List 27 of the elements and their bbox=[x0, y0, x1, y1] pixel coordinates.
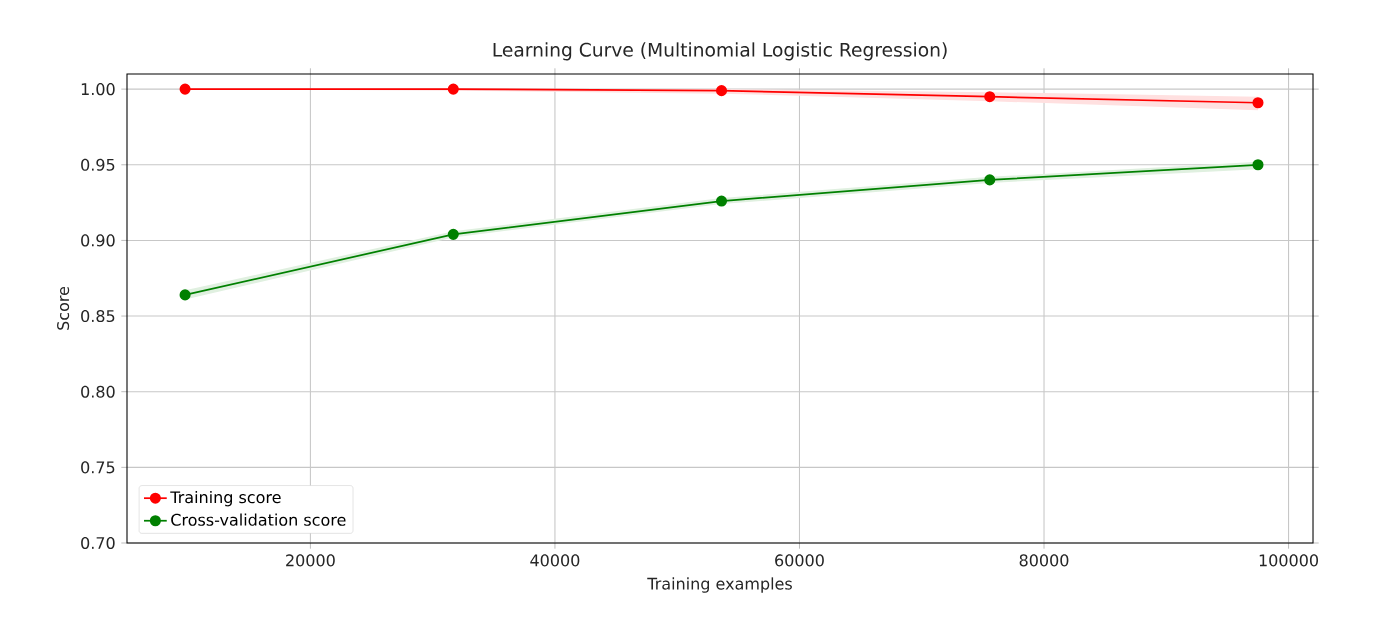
point bbox=[984, 174, 996, 186]
x-tick-label: 80000 bbox=[1019, 554, 1069, 567]
point bbox=[1252, 159, 1264, 171]
y-tick-label: 0.95 bbox=[81, 158, 115, 171]
x-tick-label: 40000 bbox=[530, 554, 580, 567]
x-tick-label: 20000 bbox=[286, 554, 335, 567]
y-tick-label: 0.75 bbox=[81, 461, 115, 474]
x-axis-title: Training examples bbox=[647, 577, 792, 593]
point bbox=[447, 83, 459, 95]
legend-label: Training score bbox=[170, 490, 281, 507]
y-tick-label: 0.80 bbox=[81, 385, 115, 398]
x-tick-label: 60000 bbox=[775, 554, 824, 567]
point bbox=[1252, 97, 1264, 109]
y-tick-label: 0.85 bbox=[81, 310, 115, 323]
point bbox=[179, 289, 191, 301]
y-tick-label: 1.00 bbox=[81, 83, 115, 96]
y-tick-label: 0.70 bbox=[81, 536, 115, 550]
point bbox=[716, 85, 728, 97]
point bbox=[984, 91, 996, 103]
point bbox=[716, 195, 728, 207]
chart-title: Learning Curve (Multinomial Logistic Regression) bbox=[493, 42, 947, 61]
point bbox=[447, 228, 459, 240]
legend-label: Cross-validation score bbox=[171, 513, 346, 526]
y-tick-label: 0.90 bbox=[81, 234, 115, 247]
point bbox=[179, 83, 191, 95]
y-axis-title: Score bbox=[57, 286, 70, 330]
x-tick-label: 100000 bbox=[1259, 554, 1319, 567]
